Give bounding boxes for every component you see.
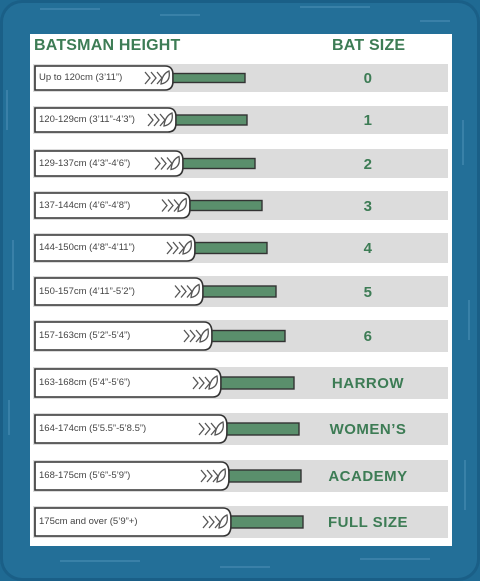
chevron-leaf-logo-icon — [192, 375, 218, 390]
chevron-leaf-logo-icon — [183, 328, 209, 343]
bat-handle — [182, 157, 256, 170]
size-row: 157-163cm (5’2”-5’4”) 6 — [33, 320, 448, 352]
size-row: 144-150cm (4’8”-4’11”) 4 — [33, 233, 448, 263]
height-range-label: 150-157cm (4’11”-5’2”) — [39, 285, 135, 297]
bat-size-value: 3 — [363, 197, 373, 215]
chevron-leaf-logo-icon — [161, 197, 187, 213]
bat-size-value: 1 — [363, 112, 373, 129]
bat-graphic — [34, 234, 268, 262]
bat-handle — [220, 376, 295, 390]
bat-size-value: 4 — [363, 240, 373, 257]
height-range-label: 163-168cm (5’4”-5’6”) — [39, 377, 131, 388]
chevron-leaf-logo-icon — [154, 155, 180, 171]
bat-graphic — [34, 65, 246, 91]
height-range-label: 157-163cm (5’2”-5’4”) — [39, 330, 131, 341]
bat-graphic — [34, 461, 302, 491]
chevron-leaf-logo-icon — [174, 283, 200, 299]
bat-size-value: 2 — [363, 155, 373, 173]
bat-handle — [189, 199, 263, 212]
height-range-label: 175cm and over (5’9”+) — [39, 516, 138, 527]
bat-graphic — [34, 150, 256, 177]
height-range-label: 129-137cm (4’3”-4’6”) — [39, 157, 131, 169]
chevron-leaf-logo-icon — [166, 240, 192, 255]
size-row: 168-175cm (5’6”-5’9”) ACADEMY — [33, 460, 448, 492]
size-row: 150-157cm (4’11”-5’2”) 5 — [33, 276, 448, 307]
height-range-label: 164-174cm (5’5.5”-5’8.5”) — [39, 423, 147, 434]
bat-size-value: HARROW — [331, 375, 405, 392]
bat-handle — [211, 329, 286, 343]
chevron-leaf-logo-icon — [202, 514, 228, 529]
bat-graphic — [34, 192, 263, 219]
size-row: 163-168cm (5’4”-5’6”) HARROW — [33, 367, 448, 399]
size-row: 137-144cm (4’6”-4’8”) 3 — [33, 191, 448, 220]
bat-size-value: ACADEMY — [328, 468, 408, 485]
bat-size-header: BAT SIZE — [332, 37, 406, 54]
bat-handle — [226, 422, 300, 436]
bat-size-value: 5 — [363, 283, 373, 301]
size-row: 175cm and over (5’9”+) FULL SIZE — [33, 506, 448, 538]
bat-handle — [202, 285, 277, 298]
bat-graphic — [34, 507, 304, 537]
bat-graphic — [34, 414, 300, 444]
bat-size-value: 0 — [363, 70, 373, 87]
chevron-leaf-logo-icon — [200, 468, 226, 483]
bat-handle — [228, 469, 302, 483]
bat-graphic — [34, 107, 248, 133]
bat-handle — [230, 515, 304, 529]
bat-graphic — [34, 277, 277, 306]
bat-handle — [194, 241, 268, 255]
size-chart-panel: BATSMAN HEIGHT BAT SIZE Up to 120cm (3’1… — [30, 34, 452, 546]
chevron-leaf-logo-icon — [147, 112, 173, 127]
size-row: Up to 120cm (3’11”) 0 — [33, 64, 448, 92]
batsman-height-header: BATSMAN HEIGHT — [34, 37, 181, 54]
height-range-label: Up to 120cm (3’11”) — [39, 72, 123, 83]
bat-size-value: 6 — [363, 328, 373, 345]
bat-graphic — [34, 368, 295, 398]
bat-handle — [172, 72, 246, 84]
chevron-leaf-logo-icon — [144, 70, 170, 85]
bat-size-value: FULL SIZE — [327, 514, 409, 531]
bat-handle — [175, 114, 248, 126]
height-range-label: 120-129cm (3’11”-4’3”) — [39, 114, 135, 125]
size-row: 129-137cm (4’3”-4’6”) 2 — [33, 149, 448, 178]
size-row: 120-129cm (3’11”-4’3”) 1 — [33, 106, 448, 134]
height-range-label: 137-144cm (4’6”-4’8”) — [39, 199, 131, 211]
size-row: 164-174cm (5’5.5”-5’8.5”) WOMEN’S — [33, 413, 448, 445]
chevron-leaf-logo-icon — [198, 421, 224, 436]
bat-graphic — [34, 321, 286, 351]
height-range-label: 168-175cm (5’6”-5’9”) — [39, 470, 131, 481]
height-range-label: 144-150cm (4’8”-4’11”) — [39, 242, 135, 253]
bat-size-value: WOMEN’S — [329, 421, 407, 438]
